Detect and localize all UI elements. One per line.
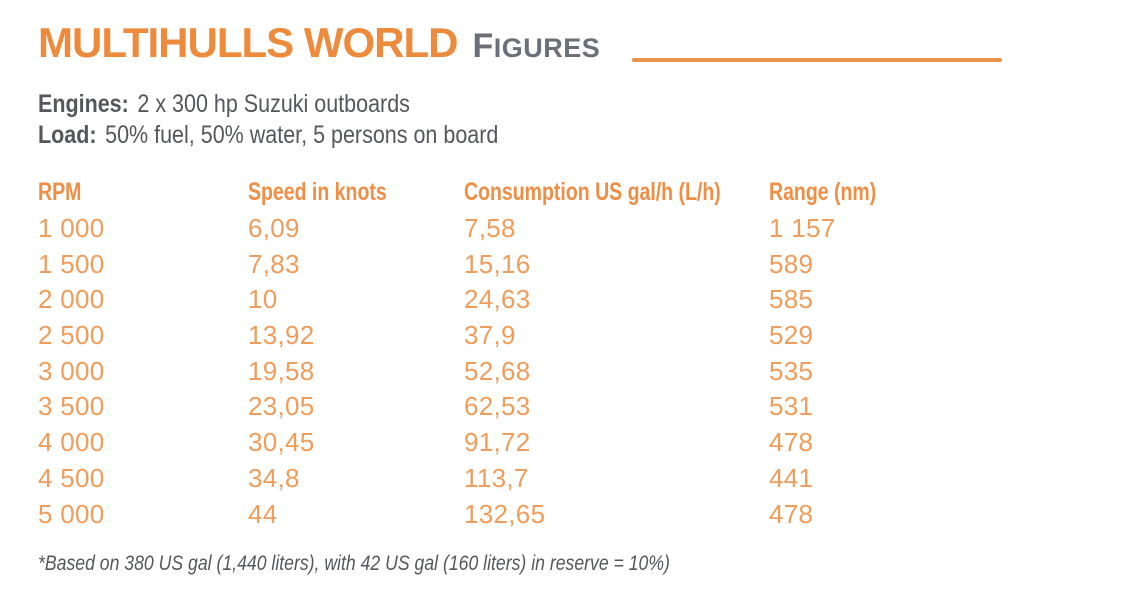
table-cell: 5 000	[38, 498, 105, 529]
table-cell: 24,63	[464, 284, 531, 315]
table-cell: 535	[769, 355, 814, 386]
table-cell: 10	[248, 284, 278, 315]
table-cell: 52,68	[464, 355, 531, 386]
table-cell: 585	[769, 284, 814, 315]
spec-value: 50% fuel, 50% water, 5 persons on board	[105, 121, 499, 149]
table-cell: 7,83	[248, 248, 300, 279]
table-cell: 2 000	[38, 284, 105, 315]
figures-table: RPM Speed in knots Consumption US gal/h (L…	[38, 175, 1125, 532]
table-cell: 531	[769, 391, 814, 422]
table-row: 2 500 13,92 37,9 529	[38, 318, 1125, 354]
column-header-text: Speed in knots	[248, 178, 387, 207]
column-header-text: Range (nm)	[769, 178, 877, 207]
table-row: 4 000 30,45 91,72 478	[38, 425, 1125, 461]
spec-value: 2 x 300 hp Suzuki outboards	[137, 90, 410, 118]
table-cell: 19,58	[248, 355, 315, 386]
table-cell: 91,72	[464, 427, 531, 458]
table-cell: 3 000	[38, 355, 105, 386]
spec-label: Engines:	[38, 90, 129, 118]
table-cell: 44	[248, 498, 278, 529]
table-column-header: Range (nm)	[769, 178, 1125, 207]
table-cell: 441	[769, 462, 814, 493]
title-main: MULTIHULLS WORLD	[38, 19, 458, 66]
table-cell: 4 000	[38, 427, 105, 458]
table-column-header: RPM	[38, 178, 248, 207]
table-cell: 34,8	[248, 462, 300, 493]
spec-line: Engines: 2 x 300 hp Suzuki outboards	[38, 89, 1125, 120]
table-cell: 478	[769, 498, 814, 529]
table-row: 2 000 10 24,63 585	[38, 282, 1125, 318]
table-cell: 7,58	[464, 213, 516, 244]
table-header-row: RPM Speed in knots Consumption US gal/h (L…	[38, 175, 1125, 211]
title-sub: FIGURES	[472, 25, 600, 69]
title-sub-rest: IGURES	[493, 33, 601, 63]
title-sub-initial: F	[472, 27, 494, 65]
table-cell: 529	[769, 320, 814, 351]
spec-text: Load: 50% fuel, 50% water, 5 persons on b…	[38, 120, 498, 151]
table-cell: 13,92	[248, 320, 315, 351]
table-row: 3 000 19,58 52,68 535	[38, 353, 1125, 389]
footnote: *Based on 380 US gal (1,440 liters), wit…	[38, 551, 670, 575]
table-cell: 2 500	[38, 320, 105, 351]
table-cell: 30,45	[248, 427, 315, 458]
spec-label: Load:	[38, 121, 97, 149]
title-rule	[632, 58, 1002, 62]
table-cell: 23,05	[248, 391, 315, 422]
table-row: 4 500 34,8 113,7 441	[38, 461, 1125, 497]
table-cell: 4 500	[38, 462, 105, 493]
spec-text: Engines: 2 x 300 hp Suzuki outboards	[38, 89, 410, 120]
column-header-text: RPM	[38, 178, 82, 207]
table-cell: 37,9	[464, 320, 516, 351]
table-cell: 589	[769, 248, 814, 279]
table-cell: 113,7	[464, 462, 529, 493]
table-cell: 6,09	[248, 213, 300, 244]
table-cell: 1 000	[38, 213, 105, 244]
table-cell: 478	[769, 427, 814, 458]
specs: Engines: 2 x 300 hp Suzuki outboards Load:…	[38, 89, 1125, 151]
table-row: 5 000 44 132,65 478	[38, 496, 1125, 532]
table-cell: 1 157	[769, 213, 836, 244]
table-cell: 1 500	[38, 248, 105, 279]
masthead: MULTIHULLS WORLD FIGURES	[38, 22, 1125, 69]
table-column-header: Consumption US gal/h (L/h)	[464, 178, 769, 207]
table-column-header: Speed in knots	[248, 178, 464, 207]
table-row: 3 500 23,05 62,53 531	[38, 389, 1125, 425]
page-title: MULTIHULLS WORLD FIGURES	[38, 22, 600, 69]
table-row: 1 500 7,83 15,16 589	[38, 246, 1125, 282]
table-cell: 3 500	[38, 391, 105, 422]
column-header-text: Consumption US gal/h (L/h)	[464, 178, 721, 207]
spec-line: Load: 50% fuel, 50% water, 5 persons on b…	[38, 120, 1125, 151]
table-cell: 132,65	[464, 498, 546, 529]
table-cell: 15,16	[464, 248, 531, 279]
table-row: 1 000 6,09 7,58 1 157	[38, 211, 1125, 247]
table-cell: 62,53	[464, 391, 531, 422]
